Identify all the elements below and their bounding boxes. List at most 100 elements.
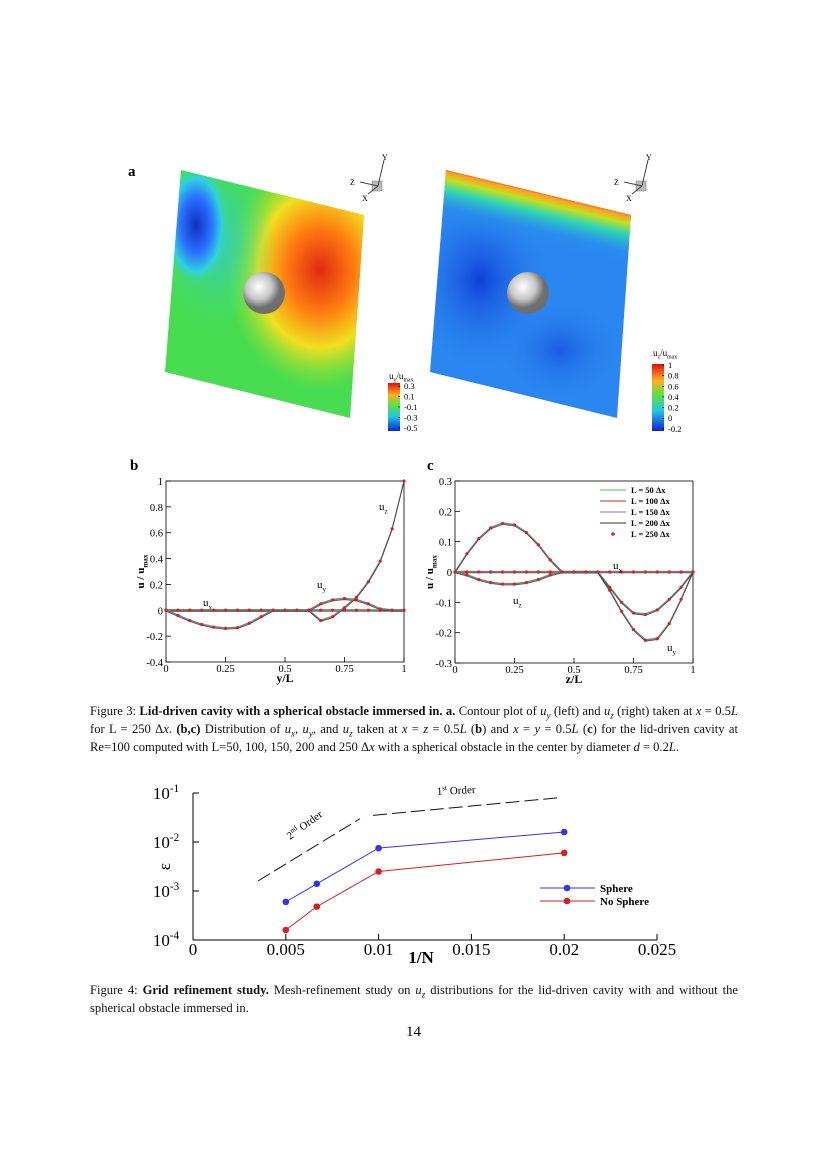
colorbar bbox=[388, 383, 400, 431]
marker bbox=[655, 570, 659, 574]
text-segment: for L = 250 Δ bbox=[90, 722, 164, 736]
marker bbox=[584, 570, 588, 574]
marker bbox=[342, 597, 347, 601]
text-segment: (b,c) bbox=[176, 722, 201, 736]
text-segment: -2 bbox=[170, 832, 179, 844]
legend-label: No Sphere bbox=[600, 896, 649, 908]
marker bbox=[489, 570, 493, 574]
marker bbox=[560, 570, 564, 574]
marker bbox=[489, 526, 493, 530]
marker bbox=[212, 608, 216, 612]
marker bbox=[524, 570, 529, 574]
marker bbox=[313, 880, 321, 888]
y-tick-label: -0.2 bbox=[435, 629, 452, 640]
y-tick-label: 0 bbox=[447, 568, 452, 579]
text-segment: , and bbox=[312, 722, 343, 736]
text-segment: x bbox=[619, 566, 623, 574]
text-segment: u bbox=[317, 579, 323, 591]
text-segment: u bbox=[379, 501, 385, 513]
triad-axis bbox=[623, 181, 643, 187]
colorbar-tick-label: 0.3 bbox=[404, 381, 415, 391]
text-segment: . bbox=[675, 740, 680, 754]
text-segment: L bbox=[571, 722, 579, 736]
text-segment: taken at bbox=[352, 722, 402, 736]
triad-axis bbox=[359, 181, 379, 187]
x-tick-label: 1 bbox=[401, 664, 406, 675]
text-segment: u bbox=[415, 983, 422, 997]
marker bbox=[620, 609, 624, 614]
y-tick-label: 10-2 bbox=[153, 832, 179, 852]
colorbar-tick-label: -0.5 bbox=[404, 423, 417, 433]
text-segment: Mesh-refinement study on bbox=[268, 983, 416, 997]
text-segment: 10 bbox=[153, 931, 170, 950]
sphere bbox=[243, 272, 285, 314]
axis-letter: Y bbox=[646, 153, 652, 162]
marker bbox=[465, 573, 469, 577]
text-segment: x bbox=[401, 722, 408, 736]
text-segment: z bbox=[423, 722, 429, 736]
x-tick-label: 0.025 bbox=[638, 940, 676, 959]
marker bbox=[271, 608, 275, 612]
marker bbox=[548, 558, 552, 562]
marker bbox=[378, 607, 382, 611]
marker bbox=[366, 608, 370, 612]
reference-line bbox=[257, 818, 361, 882]
panel-label: c bbox=[427, 458, 434, 474]
marker bbox=[679, 597, 683, 601]
marker bbox=[620, 600, 624, 604]
text-segment: z bbox=[421, 989, 426, 1000]
colorbar-tick-label: 0.2 bbox=[668, 403, 679, 413]
text-segment: 2 bbox=[285, 829, 297, 842]
y-tick-label: 0.4 bbox=[150, 555, 164, 566]
sphere bbox=[507, 272, 549, 314]
y-tick-label: 0.2 bbox=[439, 507, 452, 518]
x-axis-label: y/L bbox=[276, 671, 293, 685]
text-segment: = 0.5 bbox=[428, 722, 460, 736]
marker bbox=[667, 621, 671, 626]
figure-caption: Figure 4: Grid refinement study. Mesh-re… bbox=[90, 981, 738, 1017]
marker bbox=[501, 582, 505, 586]
text-segment: L bbox=[668, 740, 676, 754]
marker bbox=[282, 926, 290, 934]
y-axis-label: u / umax bbox=[135, 554, 149, 588]
text-segment: L bbox=[459, 722, 467, 736]
curve-label: uz bbox=[513, 595, 522, 609]
text-segment: z bbox=[658, 355, 661, 361]
panel-label: b bbox=[130, 458, 138, 474]
legend-marker bbox=[563, 884, 571, 892]
text-segment: Order bbox=[295, 808, 325, 835]
text-segment: ( bbox=[578, 722, 588, 736]
marker bbox=[631, 628, 636, 632]
x-tick-label: 0 bbox=[452, 665, 457, 676]
marker bbox=[655, 608, 659, 612]
text-segment: x bbox=[291, 728, 296, 739]
colorbar-tick-label: -0.1 bbox=[404, 402, 417, 412]
text-segment: max bbox=[403, 378, 413, 384]
curve-label: ux bbox=[613, 560, 623, 574]
legend-label: L = 200 Δx bbox=[631, 518, 670, 528]
curve bbox=[454, 522, 694, 640]
marker bbox=[354, 608, 358, 612]
legend-label: L = 150 Δx bbox=[631, 507, 670, 517]
text-segment: -1 bbox=[170, 783, 179, 795]
marker bbox=[477, 577, 481, 582]
colorbar bbox=[652, 364, 664, 431]
text-segment: y bbox=[534, 722, 541, 736]
text-segment: = bbox=[407, 722, 424, 736]
marker bbox=[667, 597, 671, 601]
x-tick-label: 0.005 bbox=[267, 940, 305, 959]
y-tick-label: -0.1 bbox=[435, 598, 452, 609]
y-tick-label: 0.2 bbox=[150, 580, 163, 591]
x-tick-label: 0.75 bbox=[624, 665, 642, 676]
text-segment: 1 bbox=[437, 786, 443, 798]
text-segment: u bbox=[613, 560, 619, 572]
text-segment: u bbox=[667, 642, 673, 654]
text-segment: -4 bbox=[170, 930, 180, 942]
marker bbox=[501, 521, 505, 526]
text-segment: 10 bbox=[153, 784, 170, 803]
text-segment: /u bbox=[660, 348, 668, 358]
text-segment: y bbox=[673, 648, 677, 656]
text-segment: -3 bbox=[170, 881, 180, 893]
marker bbox=[259, 608, 263, 612]
